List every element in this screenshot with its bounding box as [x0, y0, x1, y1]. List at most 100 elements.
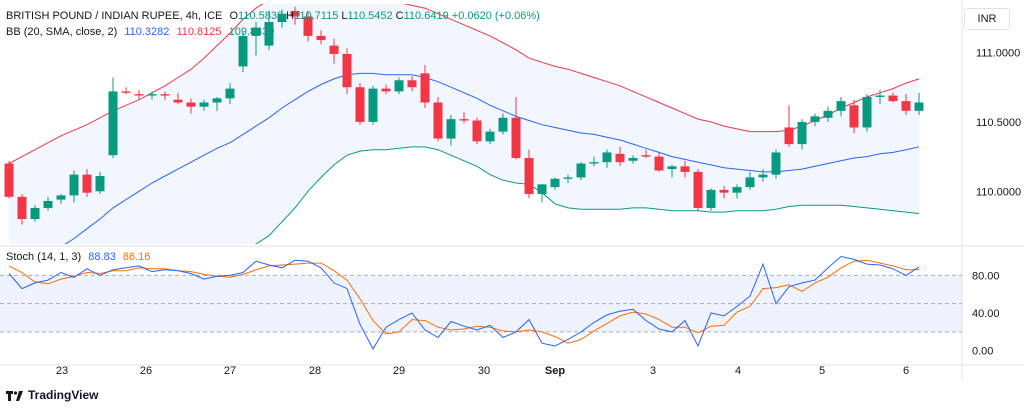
- candle-body: [303, 16, 313, 36]
- high-label: H: [286, 10, 295, 22]
- stoch-k-value: 88.83: [88, 251, 116, 263]
- candle-body: [836, 101, 846, 111]
- low-label: L: [341, 10, 348, 22]
- candle-body: [342, 53, 352, 88]
- candle-body: [472, 120, 482, 142]
- bb-lower-line: [254, 146, 920, 244]
- candle-body: [888, 95, 898, 102]
- candle-body: [862, 96, 872, 128]
- time-tick-label: 27: [224, 365, 236, 377]
- candle-body: [589, 162, 599, 164]
- tradingview-logo-icon: [6, 390, 24, 401]
- candle-body: [329, 45, 339, 54]
- candle-body: [394, 80, 404, 92]
- candle-body: [56, 195, 66, 200]
- stoch-d-value: 86.16: [122, 251, 151, 263]
- stoch-legend: Stoch (14, 1, 3) 88.83 86.16: [6, 251, 150, 263]
- bb-upper-line: [8, 4, 920, 164]
- stoch-d-line: [8, 259, 920, 344]
- candle-body: [459, 119, 469, 121]
- candle-body: [537, 184, 547, 195]
- close-value: 110.6419: [403, 10, 449, 22]
- brand-name: TradingView: [28, 388, 99, 402]
- candle-body: [69, 174, 79, 196]
- candle-body: [550, 178, 560, 188]
- price-tick-label: 111.0000: [976, 48, 1020, 60]
- open-label: O: [229, 10, 238, 22]
- candle-body: [433, 102, 443, 139]
- currency-button[interactable]: INR: [964, 8, 1010, 30]
- candle-body: [511, 117, 521, 158]
- candle-body: [719, 189, 729, 193]
- candle-body: [576, 163, 586, 178]
- candle-body: [264, 22, 274, 46]
- time-tick-label: 26: [140, 365, 152, 377]
- bb-lower-value: 109.8439: [228, 26, 275, 38]
- price-tick-label: 110.0000: [976, 186, 1021, 198]
- candle-body: [17, 196, 27, 220]
- candle-body: [498, 117, 508, 132]
- stoch-label: Stoch (14, 1, 3): [6, 251, 82, 263]
- candle-body: [368, 88, 378, 122]
- candle-body: [251, 27, 261, 36]
- price-pane: [4, 4, 924, 244]
- candle-body: [4, 163, 14, 197]
- candle-body: [485, 131, 495, 142]
- close-label: C: [395, 10, 404, 22]
- low-value: 110.5452: [347, 10, 393, 22]
- tradingview-brand: TradingView: [6, 388, 98, 402]
- bb-upper-value: 110.8125: [176, 26, 222, 38]
- time-tick-label: 23: [56, 365, 68, 377]
- stoch-pane: [0, 255, 962, 350]
- bb-legend: BB (20, SMA, close, 2) 110.3282 110.8125…: [6, 26, 275, 38]
- candle-body: [901, 101, 911, 111]
- bb-basis-value: 110.3282: [124, 26, 170, 38]
- candle-body: [82, 174, 92, 193]
- time-tick-label: Sep: [545, 365, 565, 377]
- candle-body: [771, 152, 781, 175]
- candle-body: [914, 102, 924, 111]
- stoch-k-line: [8, 255, 920, 350]
- candle-body: [355, 87, 365, 122]
- stoch-tick-label: 80.00: [972, 270, 1000, 282]
- candle-body: [420, 73, 430, 103]
- open-value: 110.5832: [238, 10, 284, 22]
- candle-body: [186, 102, 196, 107]
- time-tick-label: 30: [478, 365, 490, 377]
- candle-body: [147, 94, 157, 96]
- candle-body: [667, 166, 677, 170]
- candle-body: [160, 94, 170, 96]
- time-tick-label: 29: [393, 365, 405, 377]
- price-tick-label: 110.5000: [976, 117, 1021, 129]
- candle-body: [238, 35, 248, 67]
- time-tick-label: 6: [903, 365, 909, 377]
- candle-body: [745, 177, 755, 188]
- candle-body: [446, 119, 456, 139]
- candle-body: [654, 156, 664, 171]
- symbol-title: BRITISH POUND / INDIAN RUPEE, 4h, ICE: [6, 10, 223, 22]
- candle-body: [732, 187, 742, 193]
- candle-body: [108, 91, 118, 156]
- candle-body: [173, 99, 183, 103]
- stoch-band-fill: [0, 275, 962, 332]
- candle-body: [199, 102, 209, 107]
- candle-body: [563, 177, 573, 179]
- time-tick-label: 5: [819, 365, 825, 377]
- bb-label: BB (20, SMA, close, 2): [6, 26, 118, 38]
- candle-body: [693, 171, 703, 208]
- candle-body: [615, 153, 625, 163]
- candle-body: [797, 121, 807, 145]
- time-tick-label: 28: [309, 365, 321, 377]
- bb-basis-line: [64, 72, 920, 244]
- candle-body: [95, 176, 105, 192]
- candle-body: [30, 207, 40, 220]
- candle-body: [602, 152, 612, 163]
- candle-body: [641, 155, 651, 157]
- candle-body: [225, 88, 235, 99]
- high-value: 110.7115: [294, 10, 339, 22]
- symbol-legend: BRITISH POUND / INDIAN RUPEE, 4h, ICE O1…: [6, 10, 540, 22]
- stoch-tick-label: 0.00: [972, 346, 993, 358]
- time-tick-label: 3: [650, 365, 656, 377]
- candle-body: [706, 189, 716, 208]
